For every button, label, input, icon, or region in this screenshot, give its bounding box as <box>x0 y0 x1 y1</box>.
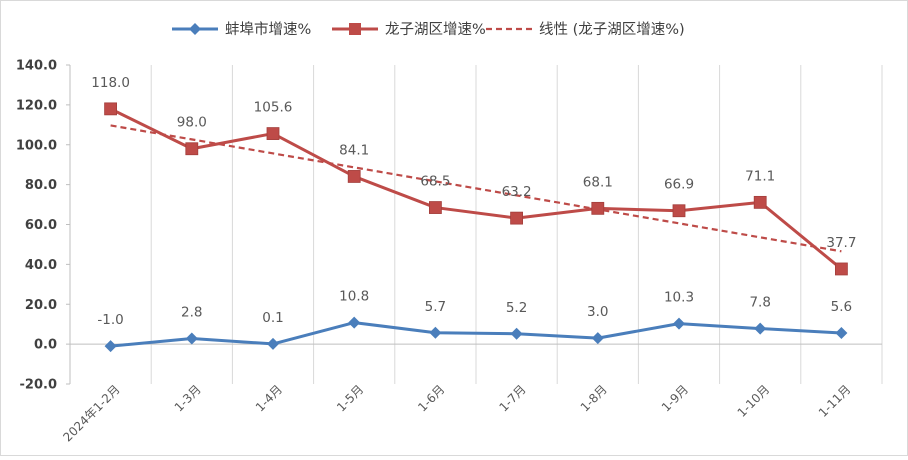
x-tick-label: 1-5月 <box>334 382 366 414</box>
data-point-square <box>428 201 442 214</box>
data-label: 7.8 <box>749 295 770 311</box>
data-point-diamond <box>673 317 685 330</box>
data-point-square <box>672 204 686 218</box>
data-point-square <box>835 262 848 276</box>
y-tick-label: 80.0 <box>25 178 57 193</box>
data-label: 5.2 <box>506 300 527 316</box>
x-tick-label: 1-11月 <box>816 382 854 420</box>
y-tick-label: 0.0 <box>34 338 57 353</box>
trendline <box>110 124 842 253</box>
data-label: 98.0 <box>177 115 207 131</box>
legend: 蚌埠市增速% 龙子湖区增速% 线性 (龙子湖区增速%) <box>172 20 685 38</box>
data-label: 118.0 <box>91 75 130 91</box>
y-tick-label: 20.0 <box>25 298 57 313</box>
y-tick-label: -20.0 <box>20 378 57 393</box>
data-point-square <box>591 201 605 215</box>
legend-label: 龙子湖区增速% <box>385 21 486 38</box>
data-point-diamond <box>104 340 117 353</box>
data-point-diamond <box>348 316 361 329</box>
data-point-diamond <box>835 326 848 339</box>
data-label: 10.8 <box>339 289 369 305</box>
data-point-square <box>266 127 280 140</box>
data-label: 66.9 <box>664 177 694 193</box>
y-tick-label: 140.0 <box>16 59 57 74</box>
data-label: 63.2 <box>502 184 532 200</box>
data-label: 68.5 <box>420 174 450 190</box>
data-label: 5.7 <box>425 299 446 315</box>
y-tick-label: 60.0 <box>25 218 57 233</box>
data-point-square <box>753 195 767 209</box>
legend-label: 线性 (龙子湖区增速%) <box>539 21 685 38</box>
data-label: 37.7 <box>826 235 856 251</box>
data-labels: -1.0 2.8 0.1 10.8 5.7 5.2 3.0 10.3 7.8 5.6 118.0 98… <box>91 75 856 328</box>
legend-marker-diamond <box>189 23 201 35</box>
trendline-layer <box>110 124 842 253</box>
x-tick-label: 1-7月 <box>496 382 528 414</box>
y-tick-label: 100.0 <box>16 138 57 153</box>
data-point-diamond <box>267 337 279 350</box>
x-tick-label: 1-3月 <box>172 382 204 414</box>
data-point-square <box>185 142 199 156</box>
x-tick-label: 1-9月 <box>659 382 691 414</box>
data-point-diamond <box>591 332 604 345</box>
data-label: 71.1 <box>745 168 775 184</box>
x-tick-label: 1-6月 <box>415 382 447 414</box>
data-label: 84.1 <box>339 142 369 158</box>
data-label: 0.1 <box>262 310 283 326</box>
legend-marker-square <box>349 23 361 35</box>
data-label: 68.1 <box>583 174 613 190</box>
series-layer <box>104 102 848 353</box>
y-tick-label: 40.0 <box>25 258 57 273</box>
x-tick-label: 1-8月 <box>578 382 610 414</box>
data-point-diamond <box>429 326 442 339</box>
data-point-square <box>510 211 524 225</box>
data-point-square <box>347 170 361 183</box>
data-label: 5.6 <box>831 299 852 315</box>
x-tick-label: 2024年1-2月 <box>60 382 122 444</box>
data-label: 10.3 <box>664 290 694 306</box>
series-line-1 <box>110 321 842 348</box>
data-point-square <box>104 102 117 116</box>
data-point-diamond <box>510 327 523 340</box>
data-label: 2.8 <box>181 305 202 321</box>
data-label: 105.6 <box>254 100 293 116</box>
data-point-diamond <box>185 332 198 345</box>
legend-label: 蚌埠市增速% <box>225 20 311 38</box>
x-tick-label: 1-10月 <box>735 382 773 420</box>
data-label: 3.0 <box>587 304 608 320</box>
data-point-diamond <box>754 322 767 335</box>
y-tick-label: 120.0 <box>16 98 57 113</box>
series-line-2 <box>109 107 843 271</box>
x-tick-label: 1-4月 <box>253 382 285 414</box>
data-label: -1.0 <box>97 312 123 328</box>
